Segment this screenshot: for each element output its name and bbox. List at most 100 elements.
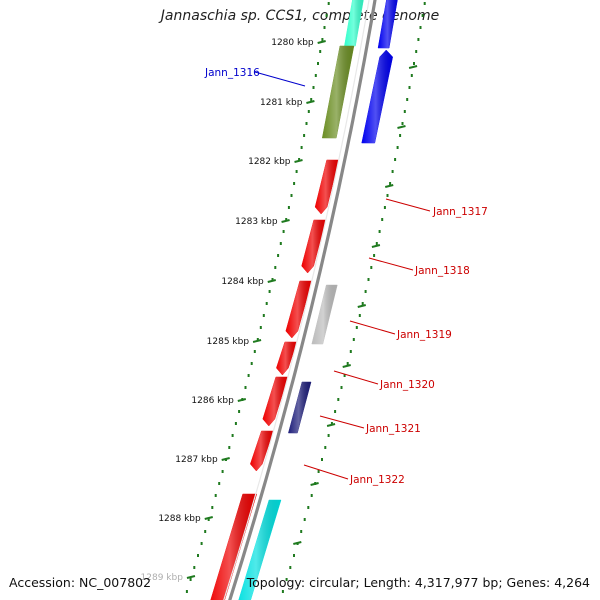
scale-dot-left <box>256 338 259 341</box>
feature-jann-1319 <box>285 280 313 339</box>
leader-line <box>303 464 349 480</box>
scale-dot-left <box>290 194 293 197</box>
feature-jann-1322-shine <box>250 431 274 471</box>
kbp-tick <box>252 339 262 343</box>
scale-dot-right <box>394 158 397 161</box>
scale-dot-right <box>370 266 373 269</box>
scale-dot-right <box>337 398 340 401</box>
scale-dot-right <box>399 134 402 137</box>
kbp-tick <box>294 159 303 163</box>
kbp-tick <box>306 100 315 104</box>
scale-dot-left <box>238 410 241 413</box>
scale-dot-left <box>234 422 237 425</box>
feature-blue-top <box>377 0 398 49</box>
kbp-tick <box>317 40 326 44</box>
scale-dot-right <box>327 434 330 437</box>
feature-teal-shine <box>344 0 364 46</box>
scale-dot-left <box>323 26 326 29</box>
scale-dot-left <box>193 566 196 569</box>
scale-dot-left <box>259 326 262 329</box>
backbone-inner <box>223 0 370 600</box>
kbp-tick-right <box>397 125 406 129</box>
feature-jann-1322 <box>250 430 274 472</box>
scale-dot-left <box>204 530 207 533</box>
scale-dot-right <box>375 242 378 245</box>
scale-dot-right <box>321 458 323 461</box>
scale-dot-right <box>281 590 284 593</box>
feature-jann-1321-shine <box>262 377 288 426</box>
kbp-tick-right <box>371 244 381 248</box>
scale-dot-left <box>262 314 265 317</box>
scale-dot-left <box>300 146 303 149</box>
scale-dot-left <box>287 206 290 209</box>
gene-label-jann-1316: Jann_1316 <box>204 67 260 79</box>
feature-grey-shine <box>311 285 338 344</box>
kbp-label: 1284 kbp <box>221 277 264 287</box>
feature-jann-1316 <box>361 49 393 144</box>
kbp-tick-right <box>408 65 418 69</box>
scale-labels: 1280 kbp 1281 kbp 1282 kbp 1283 kbp 1284 kbp… <box>141 38 314 583</box>
scale-dot-left <box>279 242 282 245</box>
accession-text: Accession: NC_007802 <box>9 575 152 590</box>
scale-dot-left <box>305 122 308 125</box>
scale-dot-right <box>389 182 392 185</box>
scale-dot-left <box>247 374 250 377</box>
kbp-label: 1286 kbp <box>191 396 234 406</box>
scale-dot-left <box>265 302 268 305</box>
map-title: Jannaschia sp. CCS1, complete genome <box>160 8 440 24</box>
feature-jann-1319-shine <box>285 281 312 338</box>
scale-dot-left <box>277 254 280 257</box>
scale-dot-right <box>340 386 343 389</box>
kbp-label: 1281 kbp <box>260 98 303 108</box>
scale-dot-left <box>189 578 192 581</box>
scale-dot-left <box>207 518 210 521</box>
kbp-tick-right <box>357 304 366 308</box>
feature-jann-1321 <box>262 376 289 427</box>
leader-line <box>319 415 365 429</box>
scale-dot-left <box>268 290 271 293</box>
gene-label-jann-1322: Jann_1322 <box>349 474 405 486</box>
genome-summary-text: Topology: circular; Length: 4,317,977 bp… <box>246 575 590 590</box>
scale-dot-right <box>324 446 327 449</box>
kbp-label: 1288 kbp <box>158 514 201 524</box>
leader-line <box>349 320 396 335</box>
scale-dot-left <box>298 158 301 161</box>
scale-dot-left <box>295 170 298 173</box>
gene-label-jann-1319: Jann_1319 <box>396 329 452 341</box>
leader-line <box>254 71 306 87</box>
gene-label-jann-1321: Jann_1321 <box>365 423 421 435</box>
feature-jann-1320-shine <box>276 342 297 375</box>
scale-dot-right <box>364 290 367 293</box>
scale-dot-left <box>293 182 296 185</box>
scale-dot-right <box>423 2 426 5</box>
scale-dot-right <box>373 254 376 257</box>
scale-dot-right <box>383 206 386 209</box>
scale-dot-right <box>415 50 418 53</box>
feature-red-bottom <box>210 493 258 600</box>
scale-dot-left <box>303 134 306 137</box>
scale-dot-right <box>334 410 337 413</box>
gene-features <box>210 0 398 600</box>
kbp-tick <box>204 516 213 520</box>
gene-labels: Jann_1316 Jann_1317 Jann_1318 Jann_1319 Jann… <box>204 67 488 486</box>
feature-grey <box>311 284 338 345</box>
feature-cyan-bottom <box>238 499 282 600</box>
scale-dot-left <box>231 434 234 437</box>
scale-dot-left <box>214 494 217 497</box>
scale-dot-left <box>282 230 285 233</box>
label-leader-lines <box>254 71 431 480</box>
scale-dot-right <box>346 362 349 365</box>
kbp-tick <box>281 219 290 223</box>
scale-dot-left <box>218 482 221 485</box>
feature-jann-1316-shine <box>361 50 393 143</box>
scale-dot-left <box>314 74 317 77</box>
scale-dot-right <box>396 146 399 149</box>
scale-dot-right <box>352 338 355 341</box>
feature-teal <box>344 0 364 47</box>
scale-dot-right <box>300 530 303 533</box>
scale-dot-right <box>358 314 361 317</box>
scale-dot-left <box>221 470 224 473</box>
scale-dot-left <box>185 590 188 593</box>
kbp-tick-right <box>342 364 351 368</box>
